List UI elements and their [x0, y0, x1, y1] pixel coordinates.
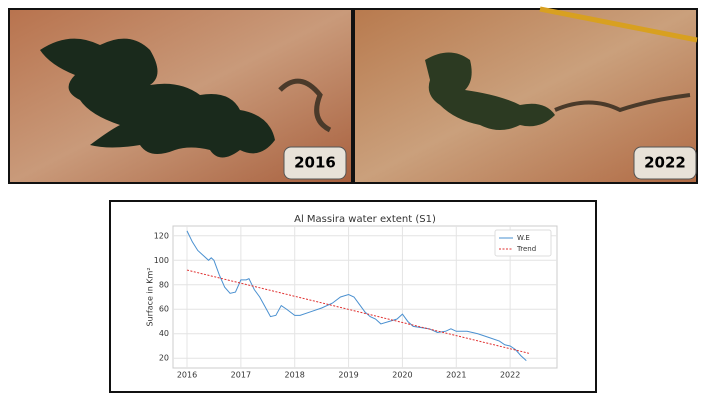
legend-label: Trend: [516, 245, 536, 253]
legend-label: W.E: [517, 234, 530, 242]
data-line: [186, 269, 530, 354]
plot-area: [172, 225, 558, 369]
satellite-2016: 2016: [8, 8, 353, 184]
y-tick-label: 20: [159, 354, 169, 363]
x-tick-label: 2020: [392, 371, 412, 380]
x-tick-label: 2019: [338, 371, 358, 380]
x-tick-label: 2021: [446, 371, 466, 380]
satellite-2022: 2022: [353, 6, 698, 184]
chart: Al Massira water extent (S1) Surface in …: [146, 214, 558, 380]
chart-title: Al Massira water extent (S1): [294, 214, 436, 225]
legend-box: [494, 229, 552, 257]
y-tick-label: 40: [159, 329, 169, 338]
data-line: [186, 230, 527, 362]
image-label: 2016: [294, 154, 336, 172]
y-tick-label: 60: [159, 305, 169, 314]
y-tick-label: 80: [159, 280, 169, 289]
x-tick-label: 2016: [177, 371, 197, 380]
x-tick-label: 2018: [285, 371, 305, 380]
x-tick-label: 2022: [500, 371, 520, 380]
y-axis-label: Surface in Km²: [146, 267, 155, 326]
image-label: 2022: [644, 154, 686, 172]
y-tick-label: 120: [154, 231, 169, 240]
y-tick-label: 100: [154, 256, 169, 265]
x-tick-label: 2017: [231, 371, 251, 380]
